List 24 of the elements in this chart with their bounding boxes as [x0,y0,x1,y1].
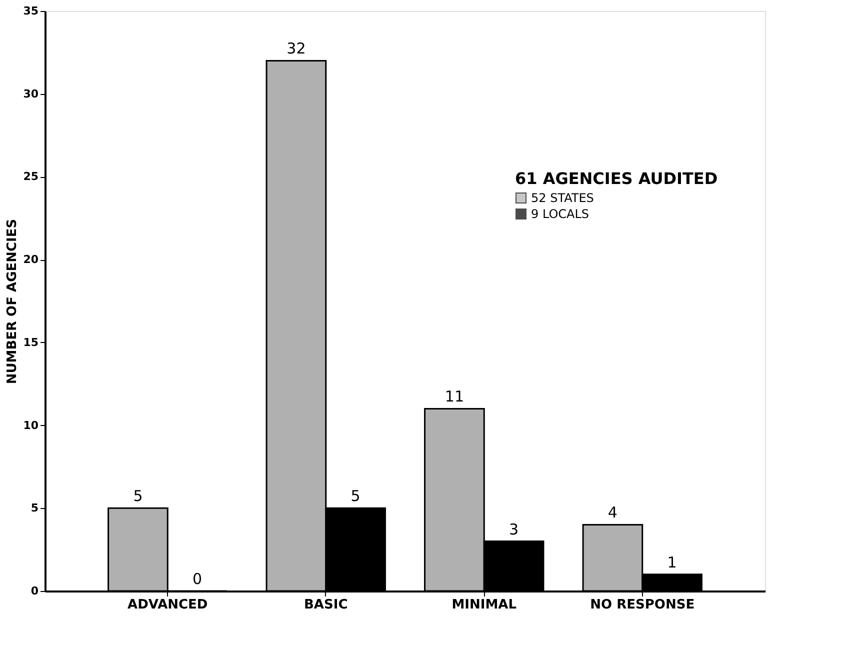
y-axis-title: NUMBER OF AGENCIES [5,218,20,384]
y-tick-label: 5 [30,502,38,515]
x-tick-label: BASIC [304,598,348,612]
data-label: 4 [608,504,618,522]
y-tick-label: 15 [23,336,38,349]
x-tick-label: NO RESPONSE [590,598,695,612]
y-tick-label: 35 [23,4,38,18]
y-tick-label: 30 [23,87,39,100]
y-tick-label: 10 [23,418,39,432]
legend-title: 61 AGENCIES AUDITED [515,169,718,188]
data-label: 32 [286,40,306,58]
x-tick-label: MINIMAL [452,598,517,612]
y-tick-label: 20 [23,253,39,266]
data-label: 1 [667,553,677,572]
legend-label: 9 LOCALS [531,207,590,221]
legend-label: 52 STATES [531,191,594,205]
data-label: 5 [350,487,360,506]
data-label: 3 [509,520,519,538]
y-tick-label: 0 [30,584,39,598]
x-tick-label: ADVANCED [128,598,208,612]
data-label: 5 [133,487,143,506]
data-label: 11 [444,388,464,406]
data-label: 0 [192,570,202,588]
y-tick-label: 25 [23,170,38,184]
